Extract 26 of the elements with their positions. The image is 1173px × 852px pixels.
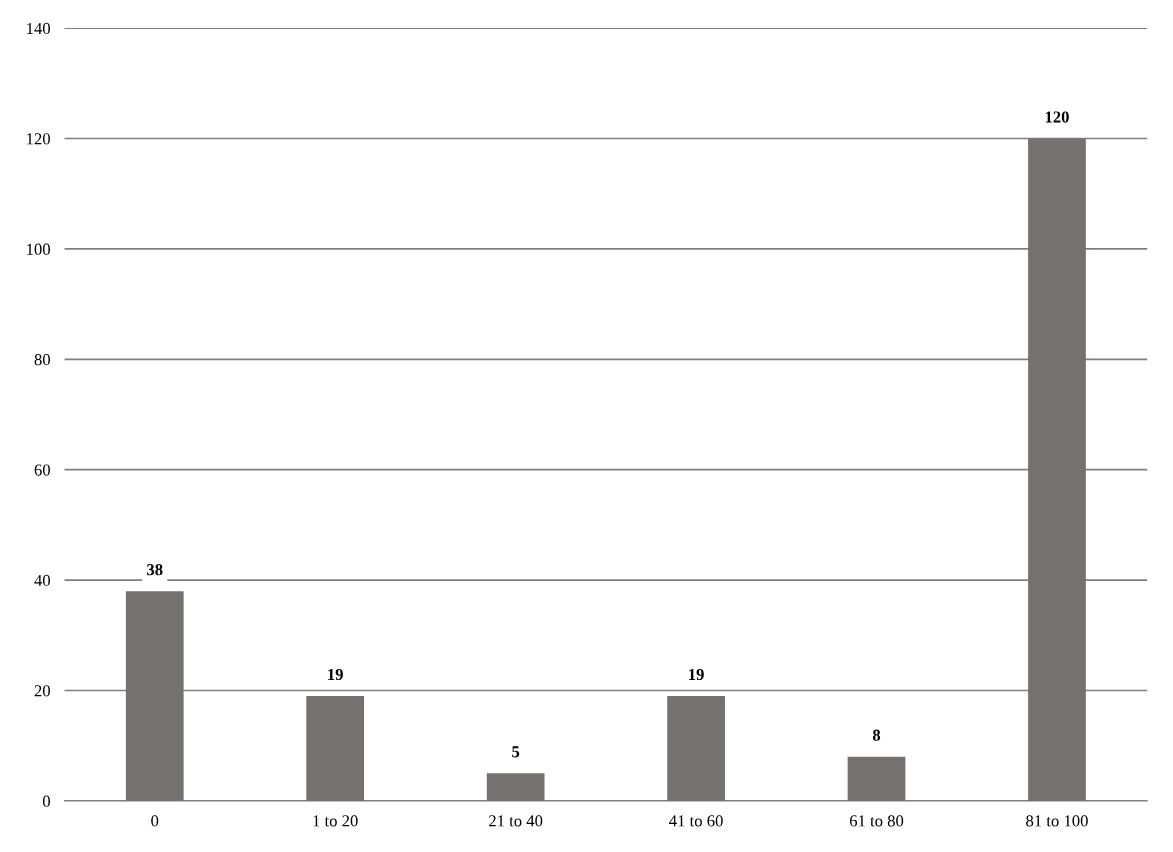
y-tick-label: 100	[27, 243, 50, 255]
x-tick-label: 81 to 100	[1026, 815, 1088, 827]
y-tick-label: 20	[34, 685, 50, 697]
y-tick-label: 40	[34, 574, 50, 587]
x-tick-label: 21 to 40	[489, 815, 543, 827]
data-label: 19	[328, 668, 343, 681]
bar	[486, 773, 545, 801]
bar	[847, 756, 906, 801]
bar	[667, 696, 725, 801]
data-label: 8	[872, 729, 881, 741]
y-tick-label: 60	[34, 464, 50, 476]
data-label: 19	[689, 668, 704, 681]
y-tick-label: 120	[27, 133, 50, 145]
y-tick-label: 140	[27, 22, 50, 35]
bar	[306, 696, 365, 801]
bar	[1028, 138, 1086, 801]
data-label: 5	[512, 746, 520, 758]
x-tick-label: 0	[151, 815, 159, 827]
y-tick-label: 0	[42, 795, 50, 807]
x-tick-label: 61 to 80	[849, 815, 904, 827]
data-label: 38	[147, 564, 163, 576]
x-tick-label: 1 to 20	[313, 815, 358, 827]
x-tick-label: 41 to 60	[669, 815, 723, 827]
bar	[125, 591, 184, 801]
data-label: 120	[1045, 111, 1069, 123]
y-tick-label: 80	[34, 354, 50, 366]
